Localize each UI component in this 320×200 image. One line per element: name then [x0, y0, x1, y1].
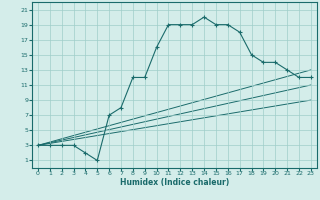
X-axis label: Humidex (Indice chaleur): Humidex (Indice chaleur): [120, 178, 229, 187]
